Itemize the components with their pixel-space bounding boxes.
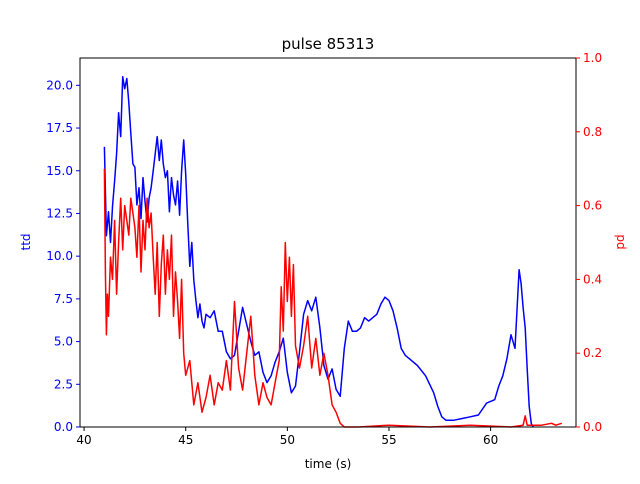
axes-frame [79, 57, 577, 428]
x-tick-label: 45 [178, 433, 193, 447]
x-tick-label: 40 [76, 433, 91, 447]
x-axis-label: time (s) [305, 457, 352, 471]
y-axis-left-label: ttd [19, 233, 33, 250]
y-right-tick-label: 0.2 [583, 346, 602, 360]
x-tick-label: 55 [381, 433, 396, 447]
series-line-pd [103, 168, 563, 428]
y-left-tick-label: 2.5 [54, 377, 73, 391]
y-left-tick-label: 10.0 [46, 249, 73, 263]
y-left-tick-label: 0.0 [54, 420, 73, 434]
plot-area: 40 45 50 55 60 0.0 2.5 5.0 7.5 10.0 12.5 15.0 17.5 20… [46, 51, 602, 447]
y-left-tick-label: 20.0 [46, 78, 73, 92]
x-tick-label: 60 [483, 433, 498, 447]
y-right-tick-label: 0.4 [583, 272, 602, 286]
y-left-tick-label: 15.0 [46, 164, 73, 178]
y-left-tick-label: 7.5 [54, 292, 73, 306]
chart-title: pulse 85313 [282, 35, 375, 53]
y-axis-right-label: pd [613, 234, 627, 249]
y-right-tick-label: 1.0 [583, 51, 602, 65]
y-left-tick-label: 17.5 [46, 121, 73, 135]
y-left-tick-label: 12.5 [46, 206, 73, 220]
y-left-tick-label: 5.0 [54, 335, 73, 349]
y-right-tick-label: 0.8 [583, 125, 602, 139]
y-right-tick-label: 0.6 [583, 199, 602, 213]
x-tick-label: 50 [280, 433, 295, 447]
y-right-tick-label: 0.0 [583, 420, 602, 434]
